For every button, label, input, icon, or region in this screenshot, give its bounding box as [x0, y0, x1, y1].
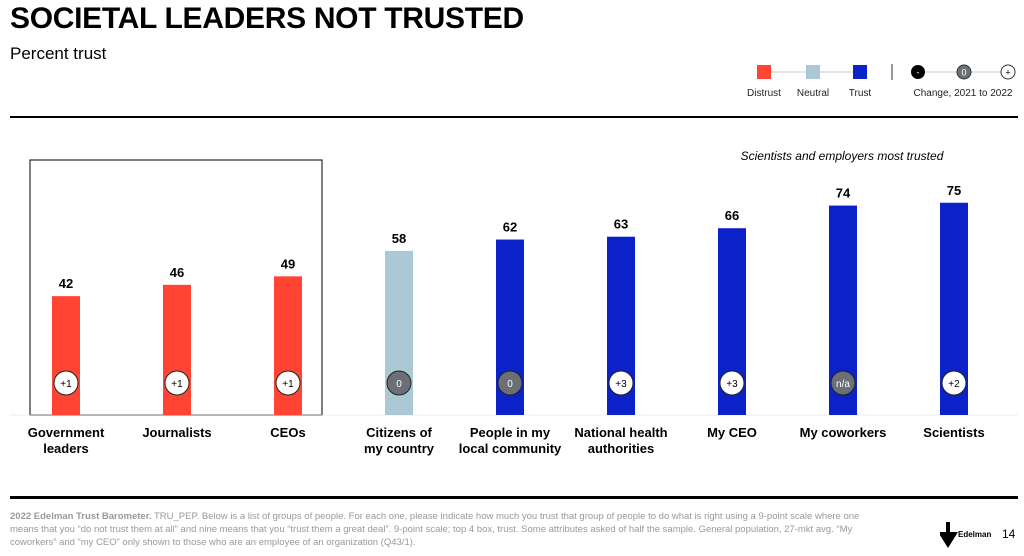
- legend: - 0 + Distrust Neutral Trust Change, 202…: [747, 64, 1016, 99]
- footer-divider: [10, 496, 1018, 499]
- change-badge: +3: [615, 379, 627, 390]
- legend-change-negative: -: [917, 68, 920, 78]
- change-badge: +1: [171, 379, 183, 390]
- data-label: 49: [281, 256, 295, 271]
- edelman-logo-icon: [940, 522, 958, 548]
- change-badge-icon: [53, 370, 79, 396]
- change-badge: +1: [282, 379, 294, 390]
- legend-change-zero: 0: [961, 68, 966, 78]
- category-label: local community: [459, 441, 562, 456]
- change-badge-icon: [719, 370, 745, 396]
- legend-label-distrust: Distrust: [747, 88, 781, 99]
- category-label: CEOs: [270, 425, 305, 440]
- category-label: Journalists: [142, 425, 211, 440]
- legend-change-label: Change, 2021 to 2022: [914, 88, 1013, 99]
- legend-change-negative-icon: [911, 65, 925, 79]
- legend-change-zero-icon: [956, 64, 972, 80]
- change-badge-icon: [386, 370, 412, 396]
- legend-swatch-trust: [853, 65, 867, 79]
- page-subtitle: Percent trust: [10, 44, 107, 63]
- data-label: 62: [503, 220, 517, 235]
- change-badge: +3: [726, 379, 738, 390]
- change-badge-icon: [608, 370, 634, 396]
- category-label: My coworkers: [800, 425, 887, 440]
- category-label: my country: [364, 441, 435, 456]
- category-label: Citizens of: [366, 425, 432, 440]
- change-badge: +2: [948, 379, 960, 390]
- legend-change-positive: +: [1005, 68, 1010, 78]
- legend-swatch-neutral: [806, 65, 820, 79]
- legend-swatch-distrust: [757, 65, 771, 79]
- data-label: 66: [725, 208, 739, 223]
- legend-label-neutral: Neutral: [797, 88, 829, 99]
- data-label: 42: [59, 276, 73, 291]
- change-badge: 0: [507, 379, 513, 390]
- category-label: leaders: [43, 441, 89, 456]
- category-label: authorities: [588, 441, 654, 456]
- bar: [52, 296, 80, 415]
- data-label: 58: [392, 231, 406, 246]
- change-badge: +1: [60, 379, 72, 390]
- category-label: Scientists: [923, 425, 984, 440]
- brand-name: Edelman: [958, 530, 992, 539]
- legend-change-positive-icon: [1000, 64, 1016, 80]
- footer-note: 2022 Edelman Trust Barometer. TRU_PEP. B…: [10, 510, 890, 549]
- category-label: People in my: [470, 425, 551, 440]
- change-badge-icon: [164, 370, 190, 396]
- change-badge-icon: [830, 370, 856, 396]
- data-label: 63: [614, 217, 628, 232]
- chart-annotation: Scientists and employers most trusted: [741, 149, 944, 163]
- bar-chart: Scientists and employers most trusted 42…: [10, 149, 1018, 456]
- change-badge-icon: [275, 370, 301, 396]
- data-label: 75: [947, 183, 961, 198]
- change-badge: 0: [396, 379, 402, 390]
- top-divider: [10, 116, 1018, 118]
- legend-label-trust: Trust: [849, 88, 872, 99]
- change-badge-icon: [497, 370, 523, 396]
- page-title: SOCIETAL LEADERS NOT TRUSTED: [10, 2, 524, 35]
- data-label: 74: [836, 186, 851, 201]
- change-badge: n/a: [836, 379, 850, 390]
- data-label: 46: [170, 265, 184, 280]
- change-badge-icon: [941, 370, 967, 396]
- category-label: My CEO: [707, 425, 757, 440]
- footer-text: TRU_PEP. Below is a list of groups of pe…: [10, 511, 860, 548]
- page-number: 14: [1002, 527, 1016, 541]
- category-label: Government: [28, 425, 105, 440]
- footer-source: 2022 Edelman Trust Barometer.: [10, 511, 152, 522]
- category-label: National health: [574, 425, 667, 440]
